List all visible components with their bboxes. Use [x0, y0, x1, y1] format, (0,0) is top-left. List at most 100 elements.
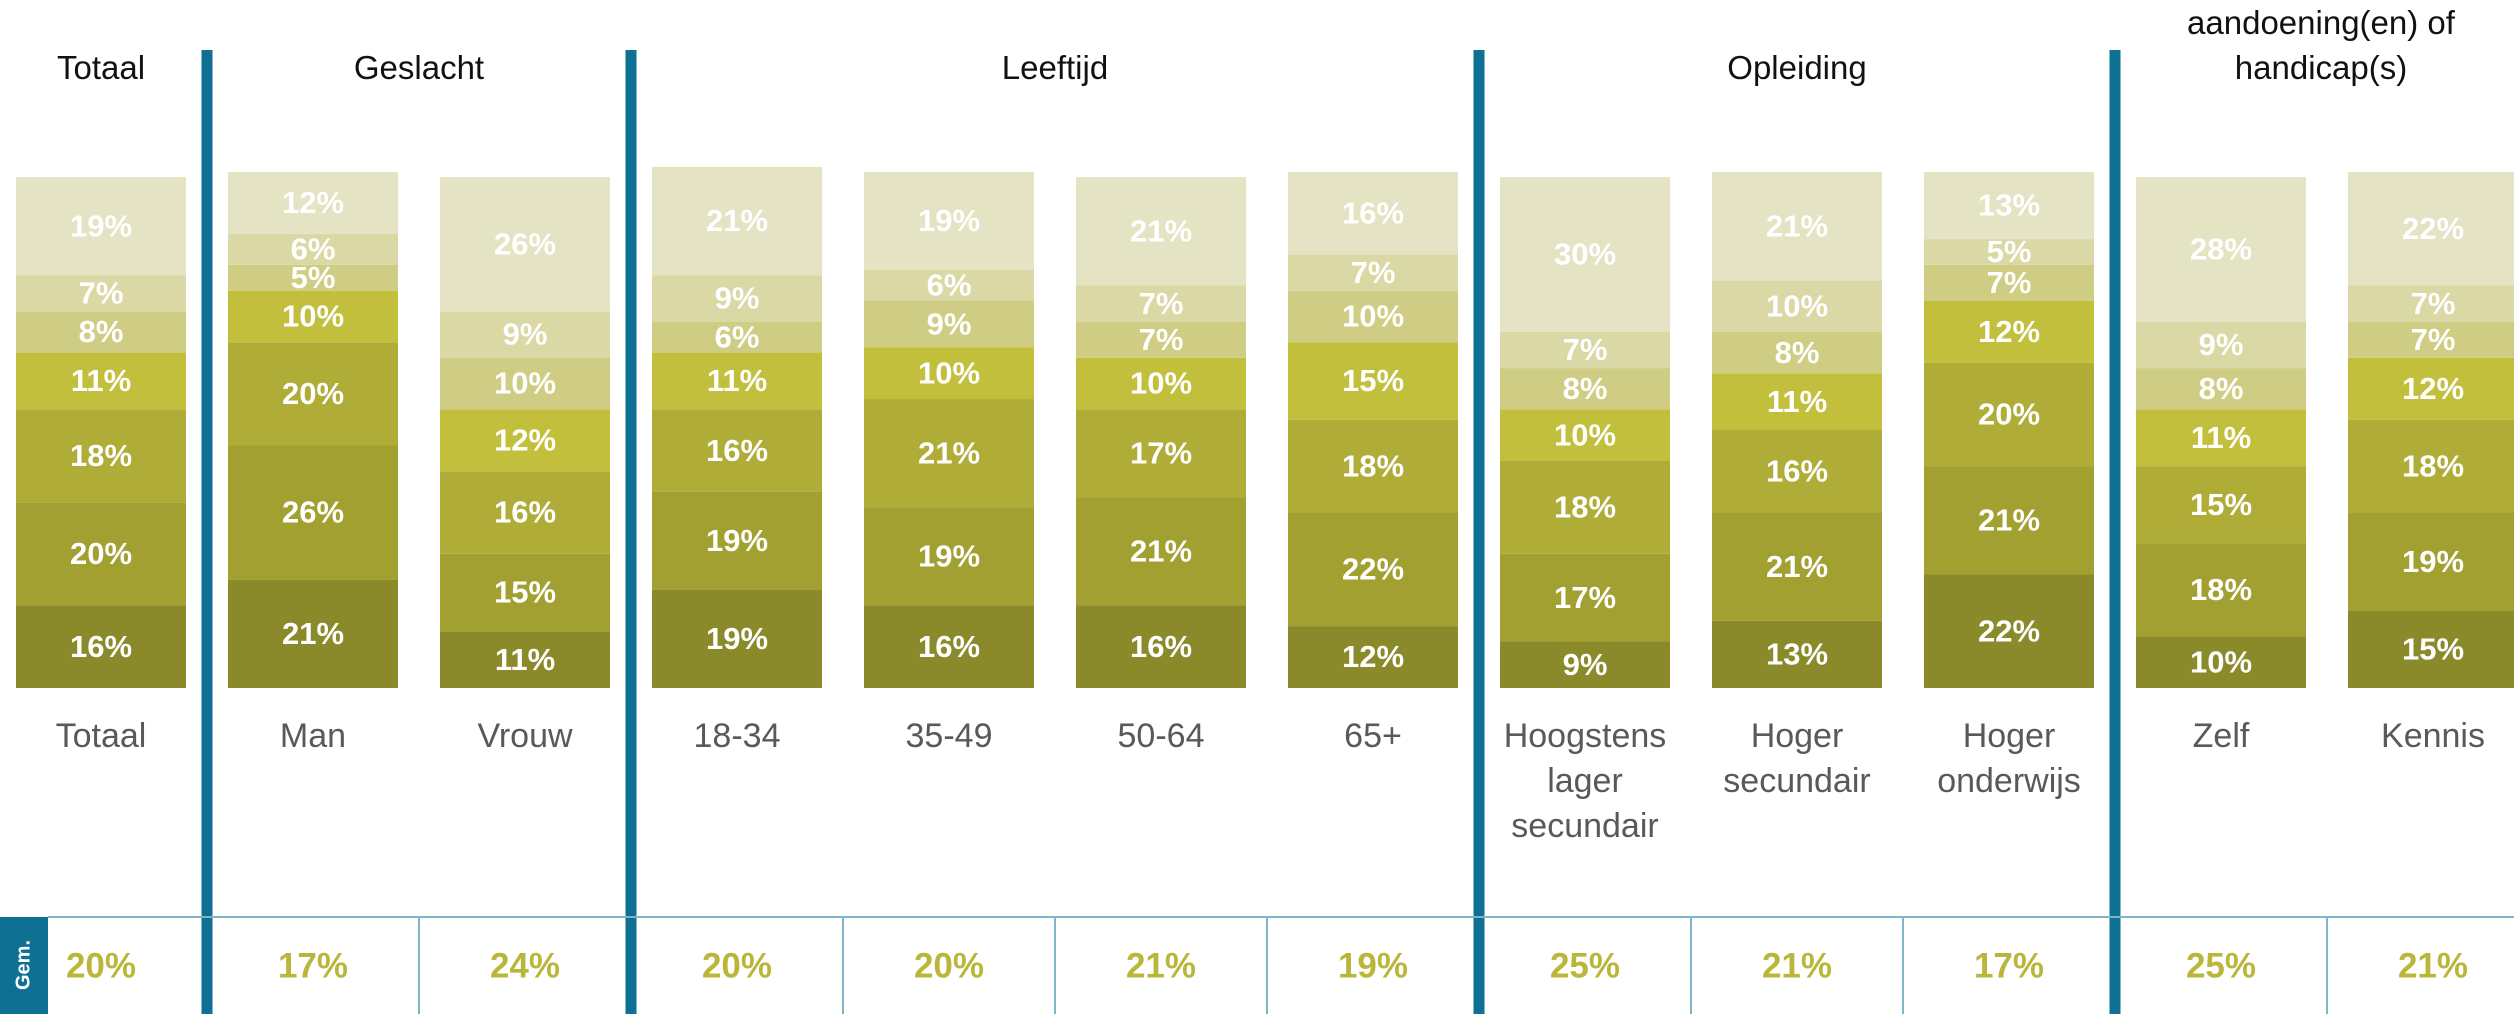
segment-label: 10%	[918, 355, 980, 390]
group-title: Opleiding	[1727, 49, 1867, 86]
segment-label: 16%	[494, 495, 556, 530]
category-label: Hoger secundair	[1723, 717, 1871, 800]
segment-label: 21%	[1766, 208, 1828, 243]
group-separator	[1473, 50, 1485, 1014]
segment-label: 28%	[2190, 232, 2252, 267]
segment-label: 12%	[1978, 314, 2040, 349]
bar-segment	[228, 579, 398, 688]
group-separator	[2109, 50, 2121, 1014]
segment-label: 18%	[70, 438, 132, 473]
segment-label: 18%	[2190, 572, 2252, 607]
bar-segment	[1288, 254, 1458, 291]
group-title: Totaal	[56, 49, 146, 86]
segment-label: 21%	[1766, 549, 1828, 584]
bar-segment	[1076, 497, 1246, 606]
bar-segment	[440, 409, 610, 472]
segment-label: 7%	[1351, 255, 1396, 290]
segment-label: 26%	[282, 495, 344, 530]
category-label: 50-64	[1117, 717, 1205, 755]
segment-label: 7%	[1139, 322, 1184, 357]
bar-segment	[2136, 368, 2306, 410]
bar-segment	[652, 321, 822, 353]
segment-label: 9%	[927, 306, 972, 341]
segment-label: 20%	[282, 376, 344, 411]
bar-segment	[1076, 321, 1246, 358]
bar-segment	[16, 605, 186, 688]
bar-segment	[228, 342, 398, 446]
average-value: 20%	[914, 946, 984, 985]
segment-label: 21%	[1978, 502, 2040, 537]
bar-segment	[1076, 177, 1246, 286]
bar-segment	[2136, 636, 2306, 688]
bar-segment	[652, 409, 822, 492]
bar-segment	[2348, 512, 2514, 611]
bar-segment	[1076, 285, 1246, 322]
average-label: Gem.	[12, 940, 34, 990]
segment-label: 21%	[282, 616, 344, 651]
category-label: Hoger onderwijs	[1937, 717, 2081, 800]
bar-segment	[440, 357, 610, 410]
segment-label: 8%	[1775, 335, 1820, 370]
bar-segment	[228, 445, 398, 580]
bar-segment	[1076, 409, 1246, 498]
segment-label: 11%	[2191, 420, 2251, 455]
segment-label: 13%	[1766, 637, 1828, 672]
category-label: Kennis	[2381, 717, 2485, 755]
bar-segment	[1500, 331, 1670, 369]
average-value: 20%	[66, 946, 136, 985]
bar-segment	[1924, 362, 2094, 467]
bar-segment	[652, 352, 822, 410]
bar-segment	[440, 553, 610, 632]
average-tag	[0, 917, 48, 1014]
segment-label: 12%	[1342, 639, 1404, 674]
average-value: 21%	[2398, 946, 2468, 985]
bar-segment	[2348, 419, 2514, 513]
bar-segment	[1712, 280, 1882, 332]
bar-segment	[16, 409, 186, 503]
bar-segment	[440, 177, 610, 312]
segment-label: 7%	[79, 275, 124, 310]
segment-label: 11%	[495, 642, 555, 677]
bar-segment	[16, 352, 186, 410]
bar-segment	[1288, 290, 1458, 343]
bar-segment	[16, 177, 186, 276]
bar-segment	[440, 471, 610, 554]
bar-segment	[1924, 466, 2094, 575]
segment-label: 16%	[918, 629, 980, 664]
segment-label: 26%	[494, 226, 556, 261]
bar-segment	[1288, 626, 1458, 688]
segment-label: 10%	[494, 366, 556, 401]
segment-label: 11%	[71, 363, 131, 398]
segment-label: 7%	[2411, 286, 2456, 321]
segment-label: 8%	[1563, 371, 1608, 406]
bar-segment	[652, 589, 822, 688]
segment-label: 15%	[1342, 363, 1404, 398]
segment-label: 19%	[70, 208, 132, 243]
segment-label: 15%	[2190, 487, 2252, 522]
category-label: 35-49	[905, 717, 993, 755]
segment-label: 19%	[918, 203, 980, 238]
segment-label: 11%	[1767, 384, 1827, 419]
segment-label: 9%	[2199, 327, 2244, 362]
segment-label: 19%	[706, 523, 768, 558]
segment-label: 16%	[706, 433, 768, 468]
bar-segment	[2136, 543, 2306, 637]
average-value: 21%	[1126, 946, 1196, 985]
segment-label: 19%	[918, 539, 980, 574]
bar-segment	[228, 172, 398, 234]
average-value: 17%	[1974, 946, 2044, 985]
segment-label: 7%	[1987, 265, 2032, 300]
segment-label: 6%	[927, 268, 972, 303]
bar-segment	[864, 347, 1034, 400]
segment-label: 5%	[291, 260, 336, 295]
segment-label: 12%	[494, 423, 556, 458]
segment-label: 16%	[1766, 453, 1828, 488]
segment-label: 11%	[707, 363, 767, 398]
segment-label: 10%	[1766, 288, 1828, 323]
group-separator	[625, 50, 637, 1014]
average-value: 21%	[1762, 946, 1832, 985]
segment-label: 20%	[1978, 397, 2040, 432]
segment-label: 19%	[706, 621, 768, 656]
bar-segment	[2348, 285, 2514, 322]
